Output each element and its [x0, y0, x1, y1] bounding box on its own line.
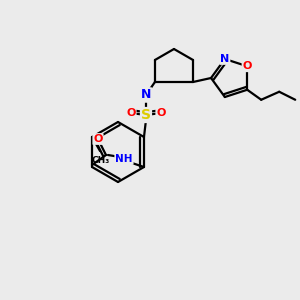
Text: O: O: [156, 108, 166, 118]
Text: NH: NH: [115, 154, 133, 164]
Text: N: N: [220, 54, 230, 64]
Text: N: N: [141, 88, 151, 101]
Text: S: S: [141, 108, 151, 122]
Text: O: O: [126, 108, 136, 118]
Text: CH₃: CH₃: [92, 156, 110, 165]
Text: O: O: [242, 61, 252, 71]
Text: O: O: [93, 134, 103, 144]
Text: N: N: [141, 88, 151, 101]
